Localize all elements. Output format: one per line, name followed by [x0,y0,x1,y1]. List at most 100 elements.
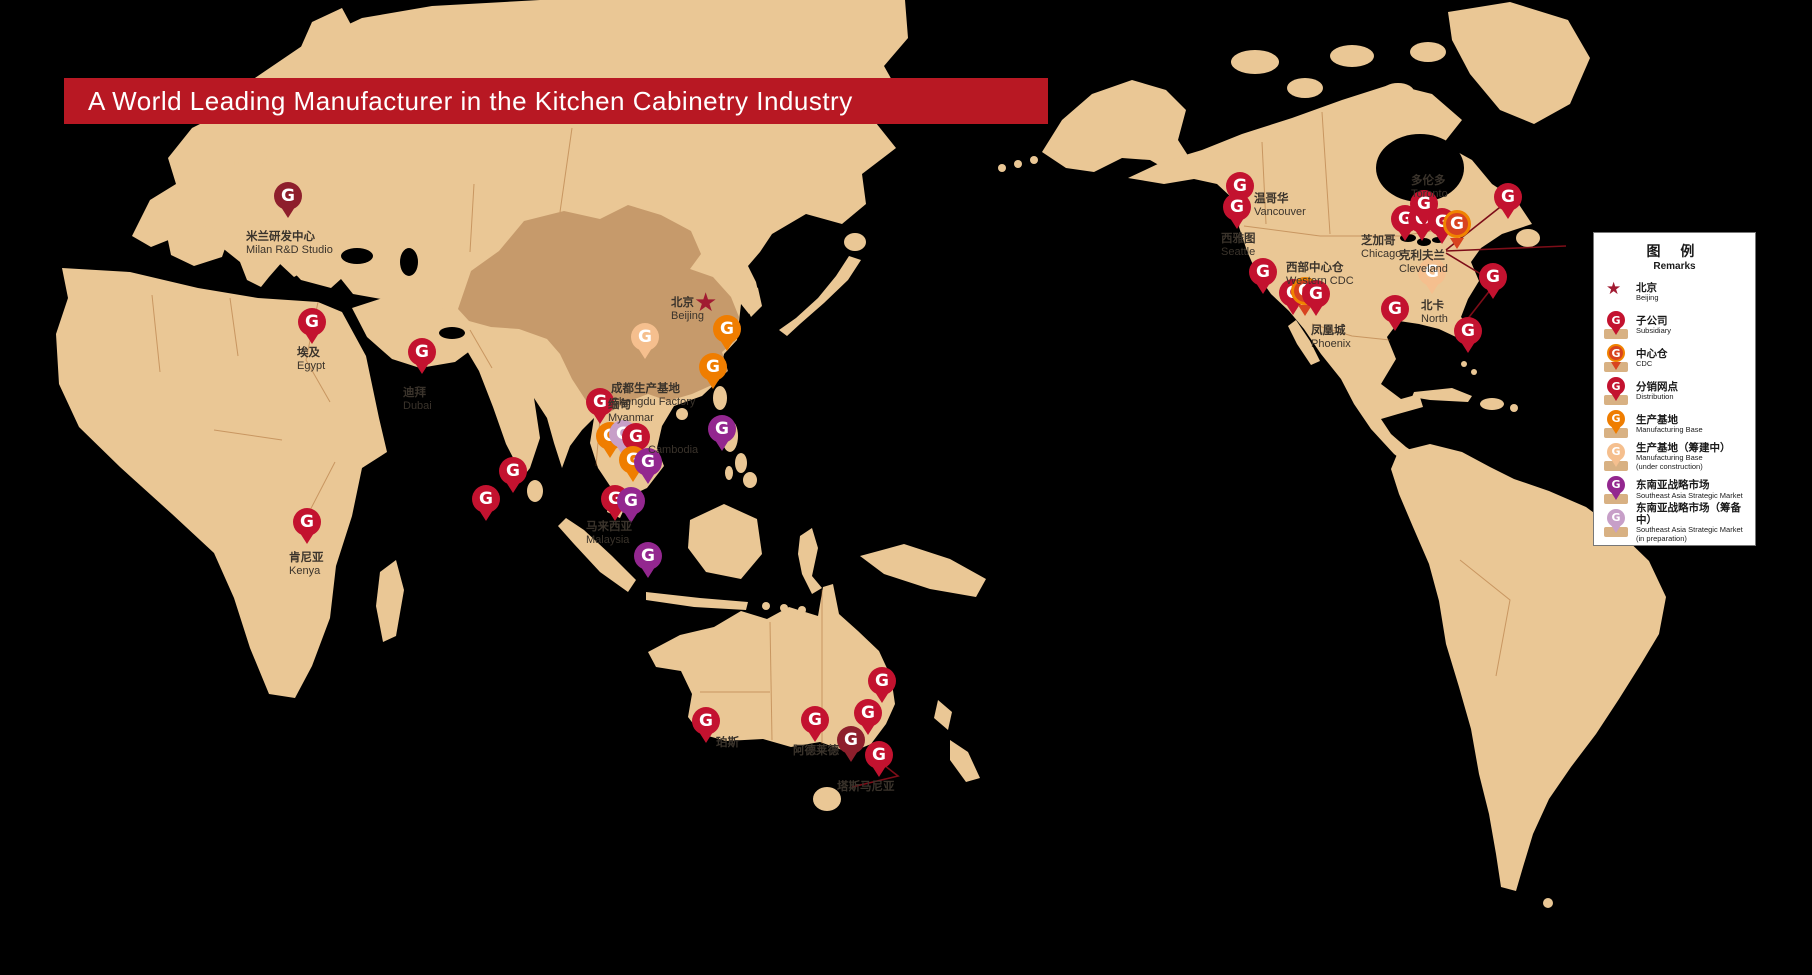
goldenhome-logo-glyph: G [305,311,319,332]
map-label-en: Chengdu Factory [611,395,696,408]
goldenhome-logo-glyph: G [1611,478,1621,492]
map-label-en: Cambodia [648,444,699,456]
star-icon: ★ [1606,279,1622,299]
goldenhome-logo-glyph: G [1611,346,1621,360]
legend-item-text: 子公司 Subsidiary [1636,315,1671,335]
map-label-en: Chicago [1361,247,1402,260]
goldenhome-logo-glyph: G [641,451,655,472]
nz-south [950,740,980,782]
pin-icon: G [1607,409,1625,434]
legend-items: ★ 北京 Beijing G 子公司 Subsidiary G 中心仓 CDC G 分销网点 Dist… [1602,276,1747,543]
nz-north [934,700,952,730]
location-pin-florida: G [1454,317,1482,353]
location-pin-vietnam-2: G [634,448,662,484]
legend-item-zh: 北京 [1636,282,1657,295]
location-pin-seattle: G [1223,193,1251,229]
legend-item-4: G 生产基地 Manufacturing Base [1602,408,1747,441]
legend-item-text: 生产基地 Manufacturing Base [1636,414,1703,434]
philippines-3 [743,472,757,488]
goldenhome-logo-glyph: G [281,185,295,206]
sulawesi [798,528,822,594]
map-label-en: Toronto [1411,187,1448,200]
hainan [676,408,688,420]
goldenhome-logo-glyph: G [872,744,886,765]
goldenhome-logo-glyph: G [593,391,607,412]
map-label-zh: 西雅图 [1221,233,1256,245]
goldenhome-logo-glyph: G [715,418,729,439]
location-pin-tasmania: G [865,741,893,777]
location-pin-kenya: G [293,508,321,544]
legend-item-zh: 生产基地（筹建中） [1636,442,1731,455]
map-label-zh: 芝加哥 [1361,235,1396,247]
legend-item-7: G 东南亚战略市场（筹备中） Southeast Asia Strategic Ma… [1602,502,1747,543]
legend-item-en: Manufacturing Base [1636,424,1703,434]
location-pin-malaysia-2: G [617,487,645,523]
goldenhome-logo-glyph: G [641,545,655,566]
location-pin-offshore-ne-2: G [1479,263,1507,299]
legend-item-3: G 分销网点 Distribution [1602,375,1747,408]
goldenhome-logo-glyph: G [1611,445,1621,459]
location-pin-perth: G [692,707,720,743]
legend-pin-icon-subsidiary: G [1602,376,1632,406]
ireland [219,153,235,173]
location-pin-egypt: G [298,308,326,344]
map-label-en: North [1421,312,1448,325]
map-label-en: Myanmar [608,411,654,424]
map-label-myanmar: 缅甸 Myanmar [608,399,654,424]
location-pin-india-south: G [499,457,527,493]
bahamas-2 [1471,369,1477,375]
goldenhome-logo-glyph: G [1309,283,1323,304]
map-label-zh: 凤凰城 [1311,325,1346,337]
aleutian-2 [1014,160,1022,168]
map-label-beijing: 北京 Beijing [671,297,704,322]
map-label-zh: 迪拜 [403,387,426,399]
goldenhome-logo-glyph: G [699,710,713,731]
map-label-zh: 成都生产基地 [611,383,680,395]
map-label-en: Cleveland [1399,262,1448,275]
location-pin-philippines: G [708,415,736,451]
map-label-zh: 阿德莱德 [793,745,839,757]
taiwan [713,386,727,410]
map-label-chicago: 芝加哥 Chicago [1361,235,1401,260]
philippines-2 [735,453,747,473]
legend-pin-icon-manufacturing_uc: G [1602,442,1632,472]
goldenhome-logo-glyph: G [506,460,520,481]
goldenhome-logo-glyph: G [415,341,429,362]
legend-item-en2: (under construction) [1636,461,1703,471]
legend-item-en: Subsidiary [1636,326,1672,336]
goldenhome-logo-glyph: G [1233,175,1247,196]
map-label-egypt: 埃及 Egypt [297,347,325,372]
arctic-island-2 [1287,78,1323,98]
goldenhome-logo-glyph: G [1611,313,1621,327]
legend-item-text: 东南亚战略市场（筹备中） Southeast Asia Strategic Mar… [1636,502,1747,543]
map-label-zh: 北京 [671,297,694,309]
map-label-kenya: 肯尼亚 Kenya [289,552,324,577]
legend-title-en: Remarks [1653,261,1696,272]
goldenhome-logo-glyph: G [1230,196,1244,217]
map-label-en: Malaysia [586,533,630,546]
location-pin-east-uc: G [1418,258,1446,294]
legend-item-en: CDC [1636,359,1653,369]
location-pin-dubai: G [408,338,436,374]
legend-item-text: 生产基地（筹建中） Manufacturing Base (under constr… [1636,442,1731,471]
location-pin-offshore-ne-1: G [1494,183,1522,219]
beijing-star-marker: ★ [694,287,718,317]
pin-icon: G [1607,344,1625,371]
legend-item-text: 北京 Beijing [1636,282,1659,302]
pin-icon: G [1607,311,1625,336]
italy [267,236,303,277]
legend-pin-icon-sea_market: G [1602,475,1632,505]
aleutian-1 [998,164,1006,172]
legend-title-zh: 图 例 [1646,243,1703,259]
legend-item-en: Distribution [1636,391,1674,401]
legend-pin-icon-manufacturing: G [1602,409,1632,439]
location-pin-western-3: G [1302,280,1330,316]
sri-lanka [527,480,543,502]
map-label-seattle: 西雅图 Seattle [1221,233,1256,258]
baja [1288,320,1320,365]
legend-item-zh: 中心仓 [1636,347,1668,360]
map-label-zh: 肯尼亚 [289,552,324,564]
pin-icon: G [1607,377,1625,402]
legend-item-en: Manufacturing Base [1636,453,1703,463]
goldenhome-logo-glyph: G [1486,266,1500,287]
